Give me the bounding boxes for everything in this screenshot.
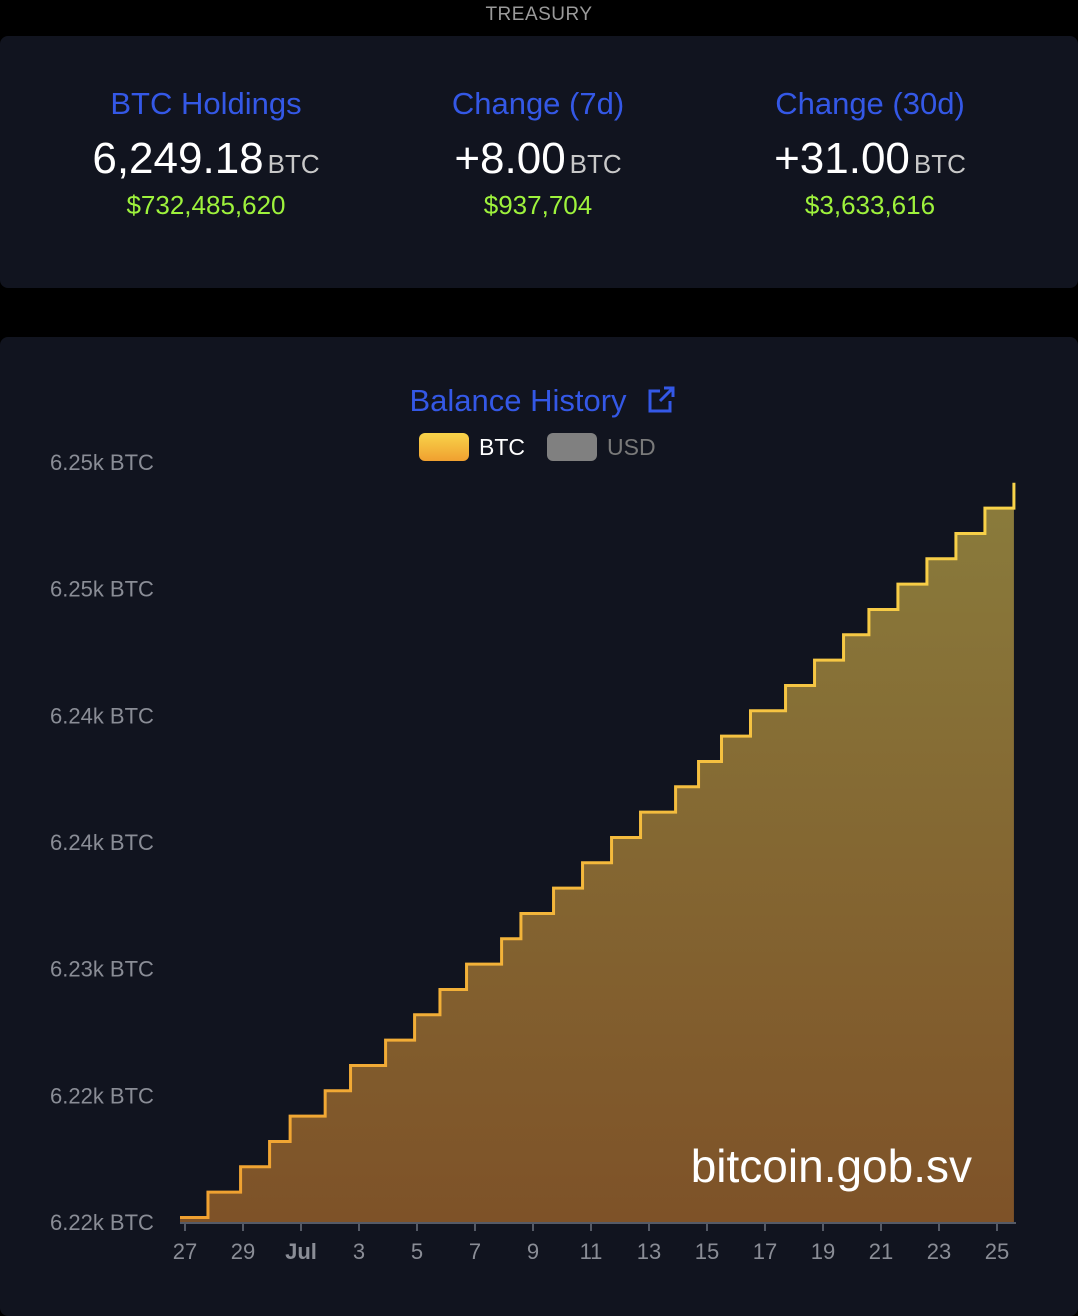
stat-btc-holdings: BTC Holdings 6,249.18 BTC $732,485,620	[26, 86, 386, 221]
x-tick-label: 5	[411, 1239, 423, 1264]
x-tick-label: 13	[637, 1239, 661, 1264]
chart-header: Balance History BTC USD	[409, 383, 675, 461]
btc-area	[180, 482, 1014, 1223]
y-tick-label: 6.25k BTC	[50, 450, 154, 475]
x-tick-label: 29	[231, 1239, 255, 1264]
stat-value: +31.00 BTC	[690, 134, 1050, 184]
y-tick-label: 6.23k BTC	[50, 957, 154, 982]
x-tick-label: 23	[927, 1239, 951, 1264]
stat-change-30d: Change (30d) +31.00 BTC $3,633,616	[690, 86, 1050, 221]
legend-usd[interactable]: USD	[547, 433, 656, 461]
x-tick-label: 15	[695, 1239, 719, 1264]
stat-label: Change (7d)	[451, 86, 625, 121]
stat-usd: $3,633,616	[804, 190, 936, 220]
legend-btc[interactable]: BTC	[419, 433, 525, 461]
x-tick-label: 19	[811, 1239, 835, 1264]
legend-swatch-usd	[547, 433, 597, 461]
y-tick-label: 6.22k BTC	[50, 1083, 154, 1108]
legend-label-usd: USD	[607, 434, 656, 460]
legend-label-btc: BTC	[479, 434, 525, 460]
x-tick-label: Jul	[285, 1239, 317, 1264]
stat-value: 6,249.18 BTC	[26, 134, 386, 184]
x-tick-label: 7	[469, 1239, 481, 1264]
stat-unit: BTC	[569, 149, 622, 179]
treasury-stats-card: BTC Holdings 6,249.18 BTC $732,485,620 Ch…	[0, 36, 1078, 288]
plot-area	[180, 482, 1016, 1223]
x-tick-label: 11	[580, 1239, 603, 1264]
legend-swatch-btc	[419, 433, 469, 461]
stat-number: +8.00	[454, 134, 566, 183]
y-tick-label: 6.24k BTC	[50, 830, 154, 855]
stat-number: +31.00	[774, 134, 910, 183]
x-tick-label: 9	[527, 1239, 539, 1264]
stat-number: 6,249.18	[92, 134, 264, 183]
chart-title[interactable]: Balance History	[409, 383, 627, 418]
stat-label: BTC Holdings	[110, 86, 302, 121]
watermark: bitcoin.gob.sv	[691, 1140, 972, 1192]
stat-usd: $732,485,620	[126, 190, 286, 220]
x-tick-label: 3	[353, 1239, 365, 1264]
section-title: TREASURY	[485, 4, 593, 25]
x-tick-label: 17	[753, 1239, 777, 1264]
x-tick-label: 25	[985, 1239, 1009, 1264]
stat-usd: $937,704	[483, 190, 593, 220]
btc-line	[180, 482, 1016, 1219]
x-tick-label: 21	[869, 1239, 893, 1264]
external-link-icon[interactable]	[648, 386, 675, 413]
stat-label: Change (30d)	[775, 86, 965, 121]
y-axis: 6.25k BTC 6.25k BTC 6.24k BTC 6.24k BTC 6.23…	[50, 450, 154, 1235]
x-axis: 27 29 Jul 3 5 7 9 11 13 15 17 19 21 23 25	[173, 1222, 1016, 1264]
stat-unit: BTC	[913, 149, 966, 179]
y-tick-label: 6.22k BTC	[50, 1210, 154, 1235]
stat-change-7d: Change (7d) +8.00 BTC $937,704	[358, 86, 718, 221]
stat-value: +8.00 BTC	[358, 134, 718, 184]
stat-unit: BTC	[267, 149, 320, 179]
y-tick-label: 6.24k BTC	[50, 703, 154, 728]
x-tick-label: 27	[173, 1239, 197, 1264]
y-tick-label: 6.25k BTC	[50, 577, 154, 602]
